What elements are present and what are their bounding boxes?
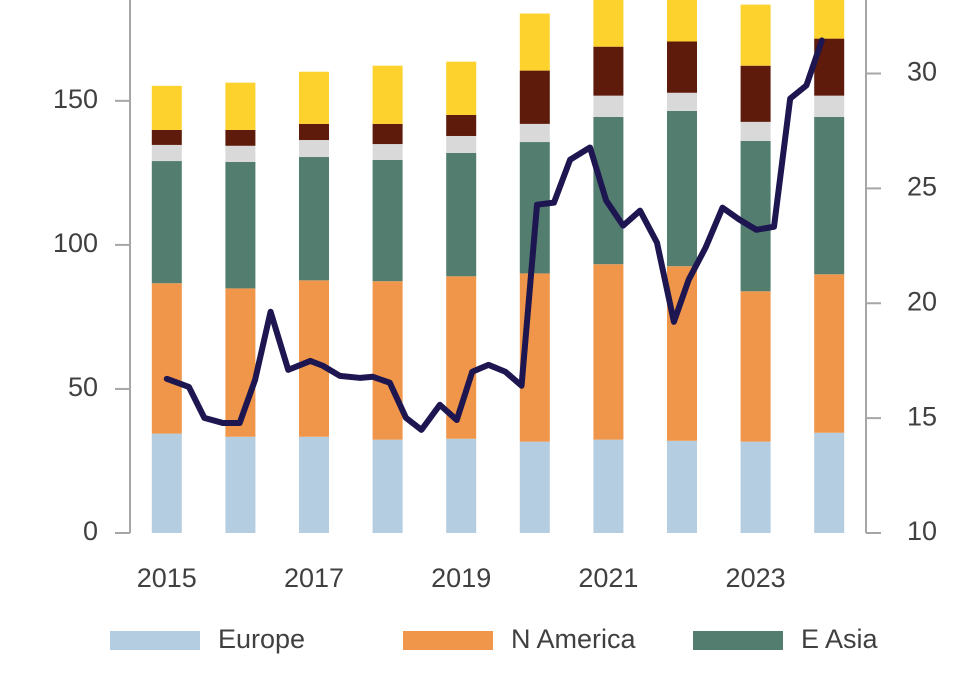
y2-tick-label: 25 [907,172,937,202]
x-tick-label: 2023 [726,563,786,593]
bar-segment [740,441,771,533]
bar-segment [519,123,550,143]
bar-segment [151,433,182,533]
bar-segment [814,274,845,433]
bar-segment [446,114,477,136]
y-tick-label: 0 [83,516,98,546]
bar-segment [667,92,697,111]
bar-segment [519,13,550,71]
bar-segment [299,140,329,158]
y2-tick-label: 30 [907,57,937,87]
bar-segment [667,41,697,93]
y2-tick-label: 20 [907,286,937,316]
bar-segment [593,46,624,96]
bar-segment [151,161,182,284]
y2-tick-label: 10 [907,516,937,546]
bar-segment [667,440,697,533]
legend-swatch [403,631,493,650]
bar-segment [299,436,329,533]
y-tick-label: 50 [68,372,98,402]
legend-swatch [110,631,200,650]
x-tick-label: 2021 [578,563,638,593]
y-tick-label: 150 [53,84,98,114]
bar-segment [299,71,329,124]
bar-segment [372,439,403,533]
plot-area [151,0,845,533]
bar-segment [299,280,329,437]
bar-segment [225,145,256,162]
bar-segment [225,436,256,533]
legend-swatch [693,631,783,650]
bar-segment [740,4,771,66]
bar-segment [446,438,477,533]
bar-segment [151,283,182,434]
y-tick-label: 100 [53,228,98,258]
bar-segment [151,129,182,145]
x-tick-label: 2019 [431,563,491,593]
legend-label: Europe [218,624,305,654]
bar-segment [593,439,624,533]
bar-segment [372,281,403,440]
legend-label: N America [511,624,637,654]
bar-segment [372,65,403,124]
bar-segment [372,123,403,145]
bar-segment [519,70,550,124]
bar-segment [593,95,624,117]
bar-segment [740,291,771,442]
bar-segment [151,85,182,130]
bar-segment [814,116,845,275]
bar-segment [740,121,771,141]
y2-tick-label: 15 [907,401,937,431]
bar-segment [593,116,624,265]
bar-segment [446,135,477,153]
legend-label: E Asia [801,624,879,654]
bar-segment [814,432,845,533]
bar-segment [225,161,256,289]
bar-segment [446,152,477,277]
bar-segment [667,110,697,267]
x-tick-label: 2017 [284,563,344,593]
bar-segment [814,0,845,39]
bar-segment [225,82,256,130]
bar-segment [299,157,329,281]
bar-segment [593,0,624,47]
bar-segment [814,95,845,117]
bar-segment [372,159,403,282]
bar-segment [740,140,771,292]
bar-segment [593,264,624,440]
bar-segment [151,144,182,162]
bar-segment [667,0,697,42]
bar-segment [372,144,403,160]
line [163,37,825,433]
bar-segment [740,65,771,122]
bar-segment [299,123,329,141]
bar-segment [519,441,550,533]
bar-segment [446,61,477,115]
x-tick-label: 2015 [137,563,197,593]
bar-segment [225,129,256,146]
